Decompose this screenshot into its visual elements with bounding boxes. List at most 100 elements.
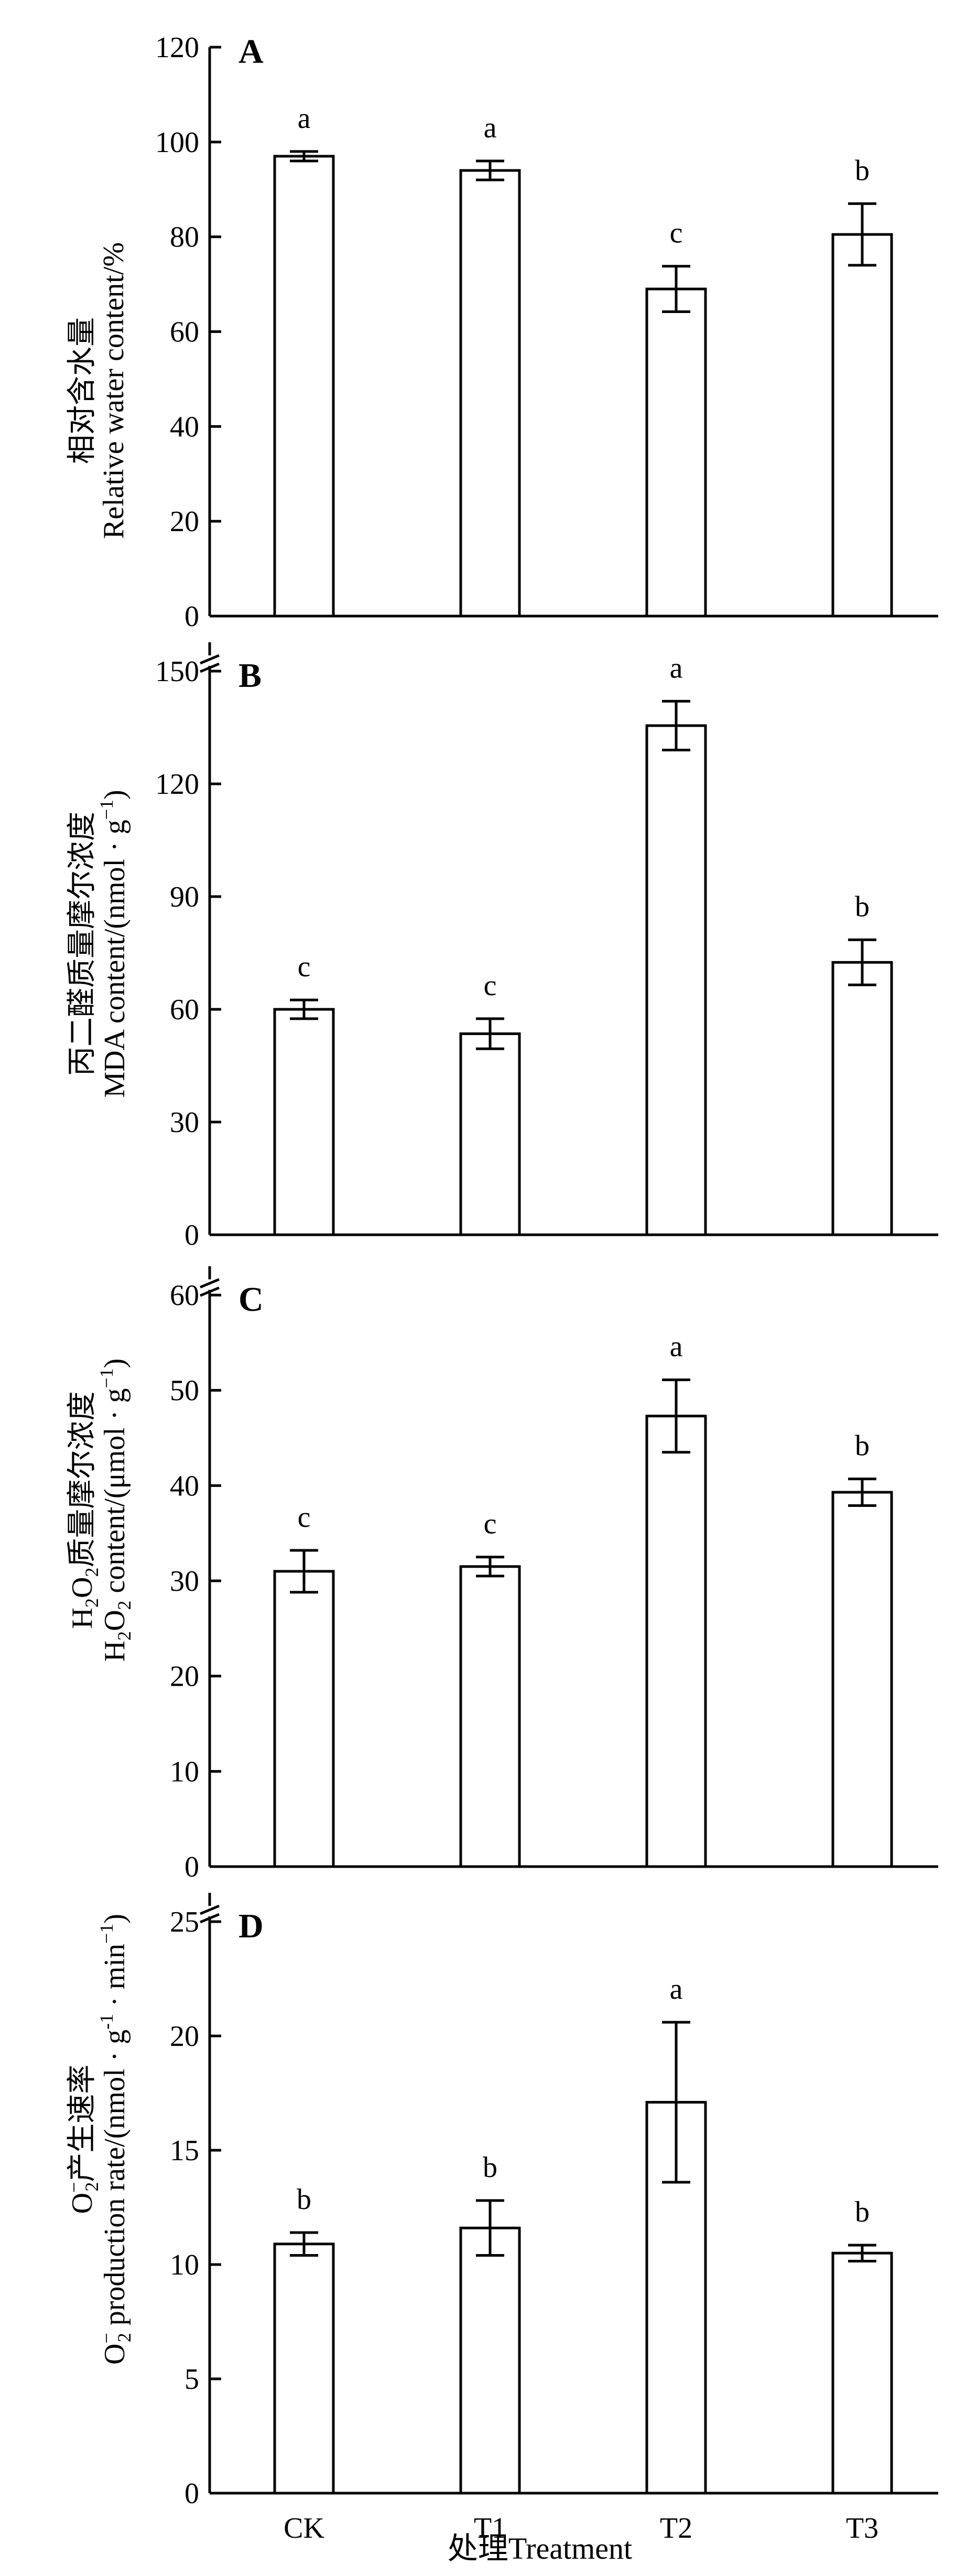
error-bar-d-t1 (476, 2199, 504, 2257)
panel-b-tick-label-90: 90 (170, 881, 199, 913)
panel-b-tick-label-60: 60 (170, 994, 199, 1026)
panel-c-ylabel-en-sup: −1 (96, 1368, 117, 1388)
category-label-ck: CK (284, 2512, 324, 2545)
error-bar-d-t3 (848, 2244, 876, 2262)
panel-c-ylabel-en: H2O2 content/(μmol · g−1) (96, 1359, 135, 1662)
panel-d-ylabel-en-end: ) (99, 1914, 131, 1924)
panel-d-tick-label-25: 25 (170, 1906, 199, 1938)
panel-d-ylabel-cn-rest: 产生速率 (66, 2065, 99, 2182)
panel-b-ylabel-en-end: ) (99, 790, 131, 800)
significance-d-t1: b (483, 2151, 497, 2184)
panel-a-tick-label-0: 0 (184, 600, 199, 633)
panel-b-tick-label-30: 30 (170, 1106, 199, 1139)
panel-b-ylabel-en-sup: −1 (96, 800, 117, 820)
panel-c-tick-label-0: 0 (184, 1851, 199, 1883)
significance-a-t1: a (484, 112, 497, 144)
panel-d-ylabel-en-rest: production rate/(nmol · g (99, 2030, 131, 2333)
panel-a-tick-label-80: 80 (170, 221, 199, 254)
significance-c-t2: a (670, 1331, 683, 1363)
significance-a-t3: b (855, 154, 870, 187)
significance-d-t2: a (670, 1973, 683, 2006)
panel-d-ylabel-cn-o: O (66, 2193, 99, 2214)
error-bar-c-t3 (848, 1478, 876, 1507)
significance-b-t1: c (484, 969, 497, 1002)
bar-d-ck (273, 2243, 335, 2495)
bar-b-t2 (645, 724, 707, 1236)
bar-a-t3 (831, 233, 893, 618)
error-bar-a-t1 (476, 159, 504, 181)
significance-c-t3: b (855, 1430, 870, 1462)
panel-c-tick-label-60: 60 (170, 1279, 199, 1312)
significance-c-t1: c (484, 1508, 497, 1540)
panel-c-ylabel-en-sub: 2 (114, 1631, 135, 1641)
error-bar-a-t2 (662, 265, 690, 314)
bar-c-t2 (645, 1415, 707, 1868)
error-bar-c-ck (290, 1549, 318, 1594)
panel-d-tick-label-5: 5 (184, 2363, 199, 2396)
error-bar-d-ck (290, 2231, 318, 2257)
panel-c-ylabel-cn: H2O2质量摩尔浓度 (66, 1392, 102, 1629)
panel-b-tick-label-120: 120 (155, 768, 199, 801)
bar-a-t1 (459, 169, 521, 618)
error-bar-a-ck (290, 150, 318, 163)
significance-d-ck: b (297, 2183, 311, 2216)
category-label-t2: T2 (660, 2512, 692, 2545)
panel-a-tick-label-60: 60 (170, 316, 199, 349)
bar-c-t1 (459, 1565, 521, 1868)
panel-d-ylabel-cn-sup: − (63, 2182, 84, 2193)
panel-c-ylabel-en-rest: content/(μmol · g (99, 1388, 131, 1601)
error-bar-d-t2 (662, 2021, 690, 2184)
significance-b-t3: b (855, 890, 870, 923)
panel-d-ylabel-en-sup: − (96, 2333, 117, 2343)
panel-a-tick-label-40: 40 (170, 411, 199, 443)
panel-c-ylabel-en-sub2: 2 (114, 1600, 135, 1610)
panel-c-tick-label-50: 50 (170, 1375, 199, 1407)
panel-d-axis-break-mark-1 (200, 1904, 220, 1915)
bar-a-ck (273, 155, 335, 618)
panel-d-ylabel-cn: O−2产生速率 (63, 2065, 102, 2214)
panel-d-tick-label-20: 20 (170, 2020, 199, 2053)
panel-d: 0 5 10 15 20 25 Db b a b CK T1 T2 T3 (170, 1893, 938, 2545)
bar-b-ck (273, 1008, 335, 1236)
panel-b-letter: B (238, 656, 262, 695)
panel-d-ylabel-en: O−2 production rate/(nmol · g-1 · min−1) (96, 1914, 135, 2365)
panel-b-ylabel-en: MDA content/(nmol · g−1) (96, 790, 131, 1097)
panel-c-ylabel-cn-h: H (66, 1608, 99, 1629)
panel-d-ylabel-cn-sub: 2 (81, 2182, 102, 2192)
panel-a-tick-label-100: 100 (155, 126, 199, 159)
error-bar-b-t3 (848, 938, 876, 986)
bar-c-ck (273, 1570, 335, 1868)
panel-b-axis-break-mark-1 (200, 654, 220, 665)
significance-a-t2: c (670, 217, 683, 250)
panel-b-tick-label-0: 0 (184, 1219, 199, 1252)
panel-c-ylabel-cn-sub: 2 (81, 1598, 102, 1608)
bar-a-t2 (645, 287, 707, 618)
panel-c: 0 10 20 30 40 50 60 Cc c a b (170, 1266, 938, 1883)
panel-b-ylabel-en-main: MDA content/(nmol · g (99, 820, 131, 1097)
bar-c-t3 (831, 1491, 893, 1868)
panel-d-ylabel-en-sup3: −1 (96, 1924, 117, 1944)
panel-c-ylabel-en-end: ) (99, 1359, 131, 1368)
panel-b-ylabel-cn: 丙二醛质量摩尔浓度 (66, 812, 99, 1076)
panel-c-ylabel-cn-rest: 质量摩尔浓度 (66, 1392, 99, 1568)
error-bar-b-t2 (662, 699, 690, 751)
bar-d-t1 (459, 2226, 521, 2495)
panel-b-tick-label-150: 150 (155, 655, 199, 688)
panel-a-letter: A (238, 33, 264, 71)
panel-a-ylabel-en: Relative water content/% (97, 242, 130, 539)
panel-d-letter: D (238, 1907, 264, 1945)
panel-c-ylabel-en-h: H (99, 1641, 131, 1662)
panel-d-tick-label-10: 10 (170, 2249, 199, 2281)
panel-d-ylabel: O−2产生速率 O−2 production rate/(nmol · g-1 … (63, 1914, 135, 2365)
panel-b-axis-break-mark-2 (200, 662, 220, 673)
panel-d-axis-break-mark-2 (200, 1913, 220, 1924)
panel-d-tick-label-0: 0 (184, 2477, 199, 2510)
panel-a-tick-label-20: 20 (170, 505, 199, 538)
x-axis-title: 处理Treatment (448, 2531, 632, 2566)
panel-c-tick-label-10: 10 (170, 1755, 199, 1788)
panel-c-axis-break-mark-2 (200, 1286, 220, 1297)
error-bar-b-t1 (476, 1017, 504, 1050)
error-bar-b-ck (290, 998, 318, 1020)
panel-a: 0 20 40 60 80 100 120 Aa a c b (155, 31, 938, 633)
significance-c-ck: c (298, 1501, 311, 1534)
